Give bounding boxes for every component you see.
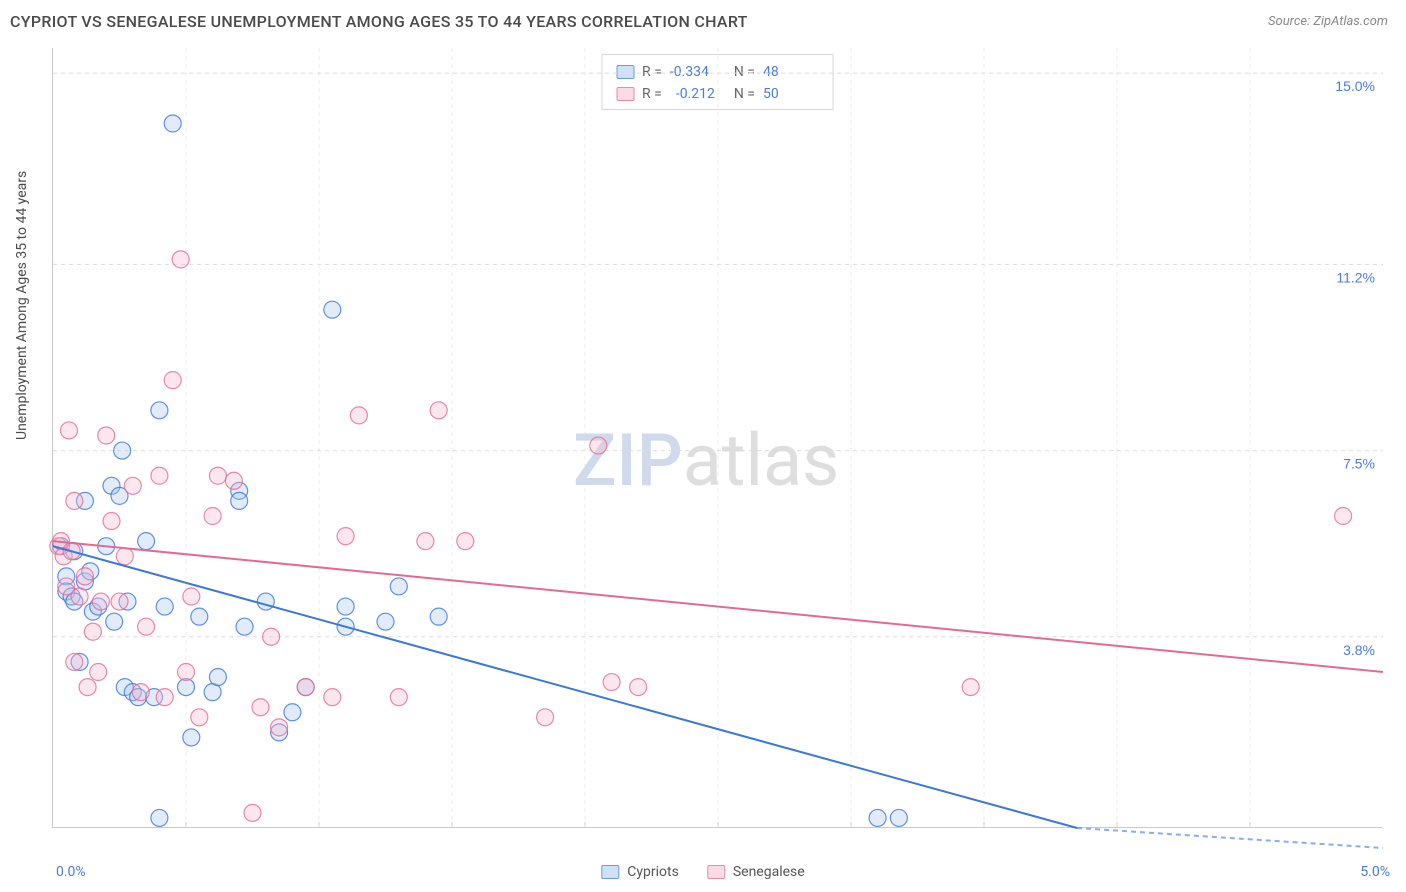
chart-svg: 3.8% 7.5% 11.2% 15.0% (53, 48, 1383, 828)
chart-title: CYPRIOT VS SENEGALESE UNEMPLOYMENT AMONG… (10, 12, 748, 31)
series-legend: Cypriots Senegalese (601, 864, 804, 880)
swatch-cypriots-bottom (601, 865, 619, 879)
chart-header: CYPRIOT VS SENEGALESE UNEMPLOYMENT AMONG… (0, 0, 1406, 42)
svg-text:7.5%: 7.5% (1343, 456, 1375, 472)
swatch-senegalese-bottom (707, 865, 725, 879)
legend-item-senegalese: Senegalese (707, 864, 805, 880)
x-min-label: 0.0% (56, 864, 86, 880)
x-max-label: 5.0% (1360, 864, 1390, 880)
legend-item-cypriots: Cypriots (601, 864, 679, 880)
svg-text:11.2%: 11.2% (1336, 269, 1375, 285)
svg-text:3.8%: 3.8% (1343, 642, 1375, 658)
y-axis-title: Unemployment Among Ages 35 to 44 years (14, 171, 30, 440)
source-attribution: Source: ZipAtlas.com (1268, 14, 1388, 29)
plot-area: ZIPatlas R =-0.334 N =48 R =-0.212 N =50… (52, 48, 1382, 828)
svg-text:15.0%: 15.0% (1335, 78, 1375, 94)
